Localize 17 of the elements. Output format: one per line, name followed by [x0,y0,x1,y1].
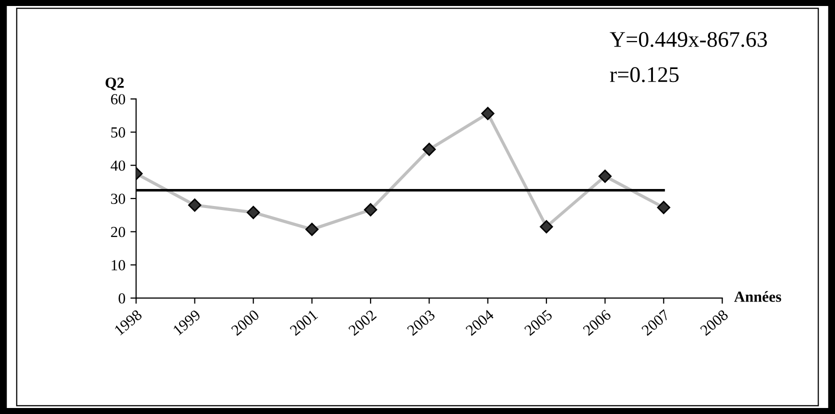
x-tick-label: 1998 [114,309,143,336]
text: r=0.125 [610,67,679,82]
x-tick-label: 1999 [172,309,202,336]
y-tick-label: 50 [111,127,126,138]
y-tick-label: 20 [111,226,126,238]
x-tick-label: 2000 [230,309,260,336]
x-axis-title: Années [734,291,782,302]
x-tick-label: 2001 [289,309,318,336]
y-tick-label: 60 [111,94,126,104]
y-axis-title: Q2 [106,78,124,90]
x-tick-label: 2003 [406,309,436,336]
text: Y=0.449x-867.63 [610,32,767,48]
x-tick-label: 2002 [348,309,377,336]
y-tick-label: 0 [118,293,126,304]
y-tick-label: 40 [110,160,126,171]
y-tick-label: 30 [111,194,126,204]
y-tick-label: 10 [112,260,126,270]
